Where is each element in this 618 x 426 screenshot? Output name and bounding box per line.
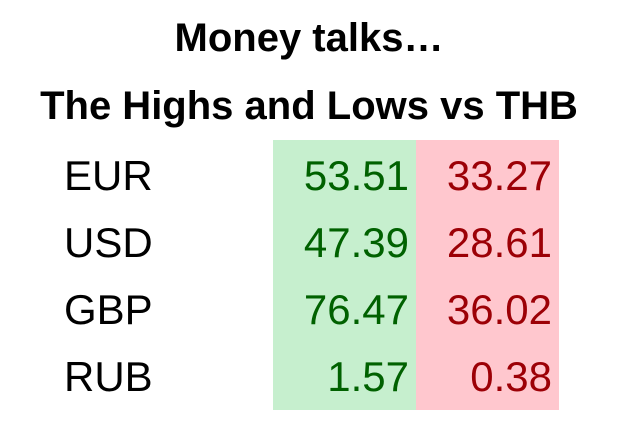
currency-label: USD xyxy=(64,219,153,266)
high-value: 1.57 xyxy=(327,353,409,400)
table-row: USD 47.39 28.61 xyxy=(0,209,618,276)
low-value: 28.61 xyxy=(446,219,552,266)
high-value: 53.51 xyxy=(303,152,409,199)
low-value: 0.38 xyxy=(470,353,552,400)
low-value: 36.02 xyxy=(446,286,552,333)
high-value: 76.47 xyxy=(303,286,409,333)
currency-label: EUR xyxy=(64,152,153,199)
currency-label: GBP xyxy=(64,286,153,333)
lows-column-background xyxy=(416,140,559,410)
currency-label: RUB xyxy=(64,353,153,400)
high-value: 47.39 xyxy=(303,219,409,266)
low-value: 33.27 xyxy=(446,152,552,199)
table-row: RUB 1.57 0.38 xyxy=(0,343,618,410)
title-line-1: Money talks… xyxy=(174,16,444,60)
table-row: GBP 76.47 36.02 xyxy=(0,276,618,343)
table-row: EUR 53.51 33.27 xyxy=(0,142,618,209)
highs-column-background xyxy=(273,140,416,410)
title-line-2: The Highs and Lows vs THB xyxy=(40,84,578,128)
